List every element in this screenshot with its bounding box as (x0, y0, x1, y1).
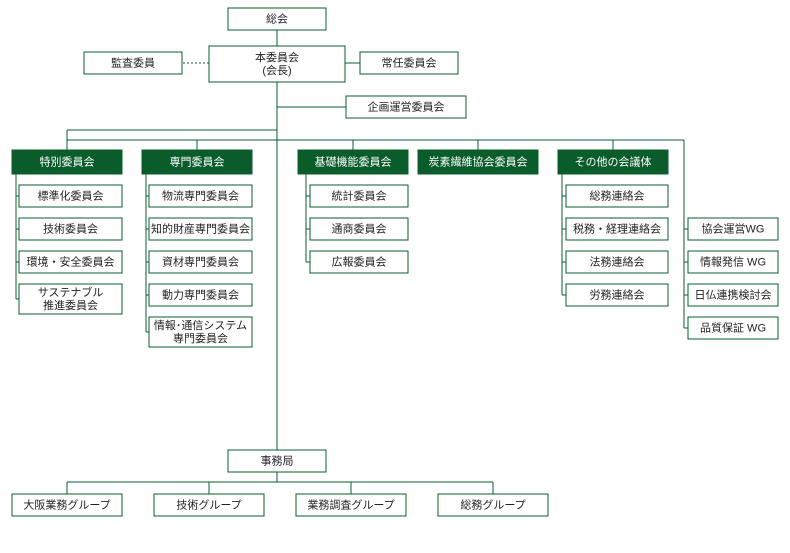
node-label: 標準化委員会 (38, 188, 104, 202)
node-label: 専門委員会 (170, 155, 225, 168)
node-label: 総会 (266, 11, 288, 25)
node-kikaku: 企画運営委員会 (346, 96, 466, 118)
node-soukai: 総会 (228, 8, 326, 30)
node-label: 総務連絡会 (590, 188, 645, 202)
node-hon: 本委員会(会長) (209, 46, 345, 82)
node-sm3: 資材専門委員会 (149, 251, 252, 273)
node-label: その他の会議体 (575, 154, 652, 168)
node-sm5: 情報･通信システム専門委員会 (149, 317, 252, 347)
edge-row1-bus (67, 130, 613, 150)
node-g4: 総務グループ (438, 494, 548, 516)
org-chart: 総会本委員会(会長) 監査委員 常任委員会企画運営委員会特別委員会標準化委員会技術委… (0, 0, 790, 553)
node-tb1: 標準化委員会 (19, 185, 122, 207)
node-label: 基礎機能委員会 (315, 154, 392, 168)
node-so1: 総務連絡会 (566, 185, 668, 207)
node-label: 情報発信 WG (700, 254, 766, 268)
node-sm1: 物流専門委員会 (149, 185, 252, 207)
node-label: 環境・安全委員会 (27, 254, 115, 268)
node-g3: 業務調査グループ (296, 494, 406, 516)
node-label: 資材専門委員会 (162, 254, 239, 268)
node-jounin: 常任委員会 (360, 52, 458, 74)
node-label: 協会運営WG (702, 221, 765, 235)
node-label: 総務グループ (460, 497, 525, 511)
node-g1: 大阪業務グループ (12, 494, 122, 516)
node-label: 情報･通信システム (154, 319, 247, 332)
node-label: サステナブル (38, 285, 104, 299)
node-label: 知的財産専門委員会 (151, 221, 250, 235)
edge-jimu-bus (67, 472, 493, 494)
node-label: 技術委員会 (43, 222, 98, 235)
node-wg4: 品質保証 WG (688, 317, 778, 339)
node-so4: 労務連絡会 (566, 284, 668, 306)
node-jimukyoku: 事務局 (228, 450, 326, 472)
node-label: 法務連絡会 (590, 254, 645, 268)
node-kiso: 基礎機能委員会 (298, 150, 408, 174)
node-label: 品質保証 WG (700, 320, 766, 334)
node-tb2: 技術委員会 (19, 218, 122, 240)
node-label: 広報委員会 (332, 255, 387, 268)
node-g2: 技術グループ (154, 494, 264, 516)
node-sublabel: 推進委員会 (43, 298, 98, 312)
node-so2: 税務・経理連絡会 (566, 218, 668, 240)
node-wg2: 情報発信 WG (688, 251, 778, 273)
nodes: 総会本委員会(会長) 監査委員 常任委員会企画運営委員会特別委員会標準化委員会技術委… (12, 8, 778, 516)
node-ks2: 通商委員会 (310, 218, 408, 240)
node-sublabel: (会長) (262, 64, 291, 77)
node-label: 特別委員会 (40, 154, 95, 168)
node-label: 炭素繊維協会委員会 (429, 155, 528, 168)
node-label: 労務連絡会 (590, 287, 645, 301)
node-so3: 法務連絡会 (566, 251, 668, 273)
node-label: 大阪業務グループ (23, 497, 110, 511)
node-label: 常任委員会 (382, 56, 437, 69)
node-label: 監査委員 (111, 55, 155, 69)
node-sublabel: 専門委員会 (173, 332, 228, 345)
node-tb4: サステナブル推進委員会 (19, 284, 122, 314)
node-label: 統計委員会 (332, 188, 387, 202)
node-wg3: 日仏連携検討会 (688, 284, 778, 306)
node-wg1: 協会運営WG (688, 218, 778, 240)
node-tb3: 環境・安全委員会 (19, 251, 122, 273)
node-label: 事務局 (261, 453, 294, 467)
node-label: 本委員会 (255, 50, 299, 64)
node-label: 物流専門委員会 (162, 188, 239, 202)
node-label: 企画運営委員会 (368, 99, 445, 113)
node-kansa: 監査委員 (84, 52, 182, 74)
node-sm2: 知的財産専門委員会 (149, 218, 252, 240)
node-ks3: 広報委員会 (310, 251, 408, 273)
node-label: 日仏連携検討会 (695, 287, 772, 301)
node-label: 業務調査グループ (307, 497, 394, 511)
node-label: 技術グループ (176, 497, 241, 511)
node-tanso: 炭素繊維協会委員会 (418, 150, 538, 174)
node-label: 動力専門委員会 (162, 287, 239, 301)
node-senmon: 専門委員会 (142, 150, 252, 174)
node-label: 税務・経理連絡会 (573, 221, 661, 235)
node-label: 通商委員会 (332, 221, 387, 235)
node-tokubetsu: 特別委員会 (12, 150, 122, 174)
node-sonota: その他の会議体 (558, 150, 668, 174)
node-ks1: 統計委員会 (310, 185, 408, 207)
node-sm4: 動力専門委員会 (149, 284, 252, 306)
